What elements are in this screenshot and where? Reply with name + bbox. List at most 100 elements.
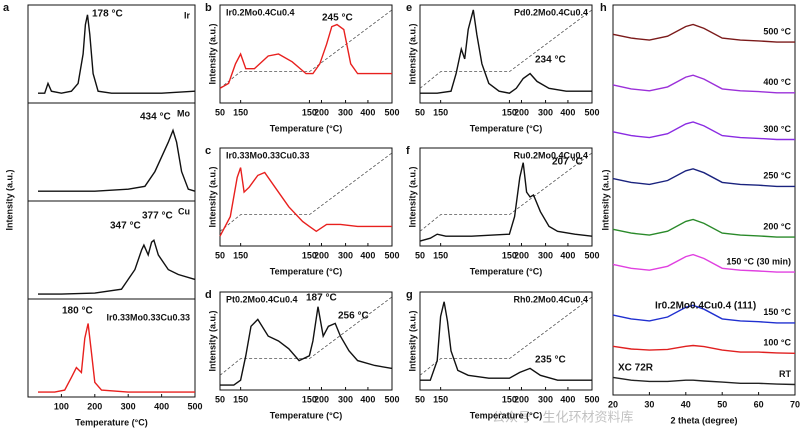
x-tick-label: 400 — [360, 107, 375, 117]
data-line — [612, 74, 795, 94]
data-line — [612, 23, 795, 43]
data-line — [38, 14, 196, 94]
temperature-profile — [419, 152, 593, 232]
annotation: 347 °C — [110, 221, 141, 232]
x-tick-label: 150 — [502, 250, 517, 260]
x-tick-label: 40 — [681, 399, 691, 409]
x-axis-label: Temperature (°C) — [270, 410, 342, 420]
x-tick-label: 400 — [154, 401, 169, 411]
series-name: 300 °C — [763, 124, 791, 134]
x-tick-label: 150 — [233, 107, 248, 117]
panel-letter: c — [205, 145, 211, 157]
x-tick-label: 200 — [514, 394, 529, 404]
x-tick-label: 300 — [338, 394, 353, 404]
x-tick-label: 150 — [302, 250, 317, 260]
y-axis-label: Intensity (a.u.) — [4, 169, 14, 230]
plot-frame — [419, 4, 593, 104]
series-name: Ir0.33Mo0.33Cu0.33 — [106, 312, 190, 322]
data-line — [612, 304, 795, 324]
annotation: 234 °C — [535, 55, 566, 66]
x-axis-label: Temperature (°C) — [470, 123, 542, 133]
annotation: 377 °C — [142, 211, 173, 222]
annotation: 180 °C — [62, 306, 93, 317]
panel-letter: a — [3, 2, 10, 14]
annotation: 256 °C — [338, 311, 369, 322]
plot-frame — [219, 4, 393, 104]
x-tick-label: 50 — [415, 250, 425, 260]
x-tick-label: 20 — [608, 399, 618, 409]
x-tick-label: 60 — [754, 399, 764, 409]
temperature-profile — [419, 9, 593, 89]
x-tick-label: 50 — [415, 394, 425, 404]
x-tick-label: 200 — [87, 401, 102, 411]
watermark: 公众号 · 生化环材资料库 — [492, 409, 634, 424]
x-tick-label: 50 — [215, 250, 225, 260]
x-tick-label: 150 — [433, 107, 448, 117]
data-line — [612, 376, 796, 386]
y-axis-label: Intensity (a.u.) — [207, 310, 217, 371]
y-axis-label: Intensity (a.u.) — [407, 310, 417, 371]
x-tick-label: 500 — [584, 107, 599, 117]
data-line — [612, 168, 795, 188]
panel-letter: e — [406, 2, 412, 14]
x-tick-label: 50 — [415, 107, 425, 117]
panel-letter: b — [205, 2, 212, 14]
temperature-profile — [219, 296, 393, 376]
x-tick-label: 150 — [502, 394, 517, 404]
x-tick-label: 150 — [302, 107, 317, 117]
annotation: 245 °C — [322, 13, 353, 24]
data-line — [219, 23, 392, 89]
x-tick-label: 200 — [314, 394, 329, 404]
y-axis-label: Intensity (a.u.) — [407, 166, 417, 227]
x-tick-label: 30 — [644, 399, 654, 409]
annotation: 434 °C — [140, 112, 171, 123]
x-tick-label: 500 — [384, 107, 399, 117]
x-tick-label: 100 — [54, 401, 69, 411]
x-axis-label: Temperature (°C) — [75, 417, 147, 427]
panel-letter: h — [600, 2, 607, 14]
series-name: Mo — [177, 108, 190, 118]
y-axis-label: Intensity (a.u.) — [207, 23, 217, 84]
x-tick-label: 500 — [584, 394, 599, 404]
x-tick-label: 200 — [314, 107, 329, 117]
plot-frame — [419, 147, 593, 247]
x-tick-label: 200 — [514, 107, 529, 117]
data-line — [38, 238, 196, 295]
x-axis-label: Temperature (°C) — [270, 266, 342, 276]
x-tick-label: 400 — [560, 250, 575, 260]
series-name: Rh0.2Mo0.4Cu0.4 — [513, 294, 588, 304]
data-line — [419, 162, 593, 242]
series-name: RT — [779, 369, 791, 379]
series-name: Ir0.2Mo0.4Cu0.4 — [226, 7, 295, 17]
plot-frame — [219, 291, 393, 391]
annotation: 207 °C — [552, 157, 583, 168]
series-name: Ir — [184, 10, 191, 20]
x-tick-label: 300 — [121, 401, 136, 411]
annotation: Ir0.2Mo0.4Cu0.4 (111) — [655, 301, 756, 312]
x-tick-label: 400 — [560, 107, 575, 117]
x-tick-label: 300 — [338, 250, 353, 260]
annotation: 235 °C — [535, 355, 566, 366]
data-line — [420, 9, 592, 94]
annotation: 178 °C — [92, 9, 123, 20]
series-name: 200 °C — [763, 221, 791, 231]
plot-frame — [612, 4, 796, 396]
temperature-profile — [219, 152, 393, 232]
data-line — [612, 253, 795, 273]
plot-frame — [419, 291, 593, 391]
panel-letter: f — [406, 145, 410, 157]
x-tick-label: 500 — [187, 401, 202, 411]
x-tick-label: 50 — [717, 399, 727, 409]
x-axis-label: Temperature (°C) — [470, 410, 542, 420]
series-name: Cu — [178, 206, 190, 216]
x-tick-label: 200 — [514, 250, 529, 260]
data-line — [38, 323, 195, 393]
y-axis-label: Intensity (a.u.) — [407, 23, 417, 84]
x-tick-label: 150 — [502, 107, 517, 117]
y-axis-label: Intensity (a.u.) — [207, 166, 217, 227]
x-tick-label: 150 — [233, 394, 248, 404]
x-tick-label: 50 — [215, 107, 225, 117]
panel-letter: d — [205, 289, 212, 301]
series-name: 250 °C — [763, 171, 791, 181]
data-line — [220, 306, 393, 386]
